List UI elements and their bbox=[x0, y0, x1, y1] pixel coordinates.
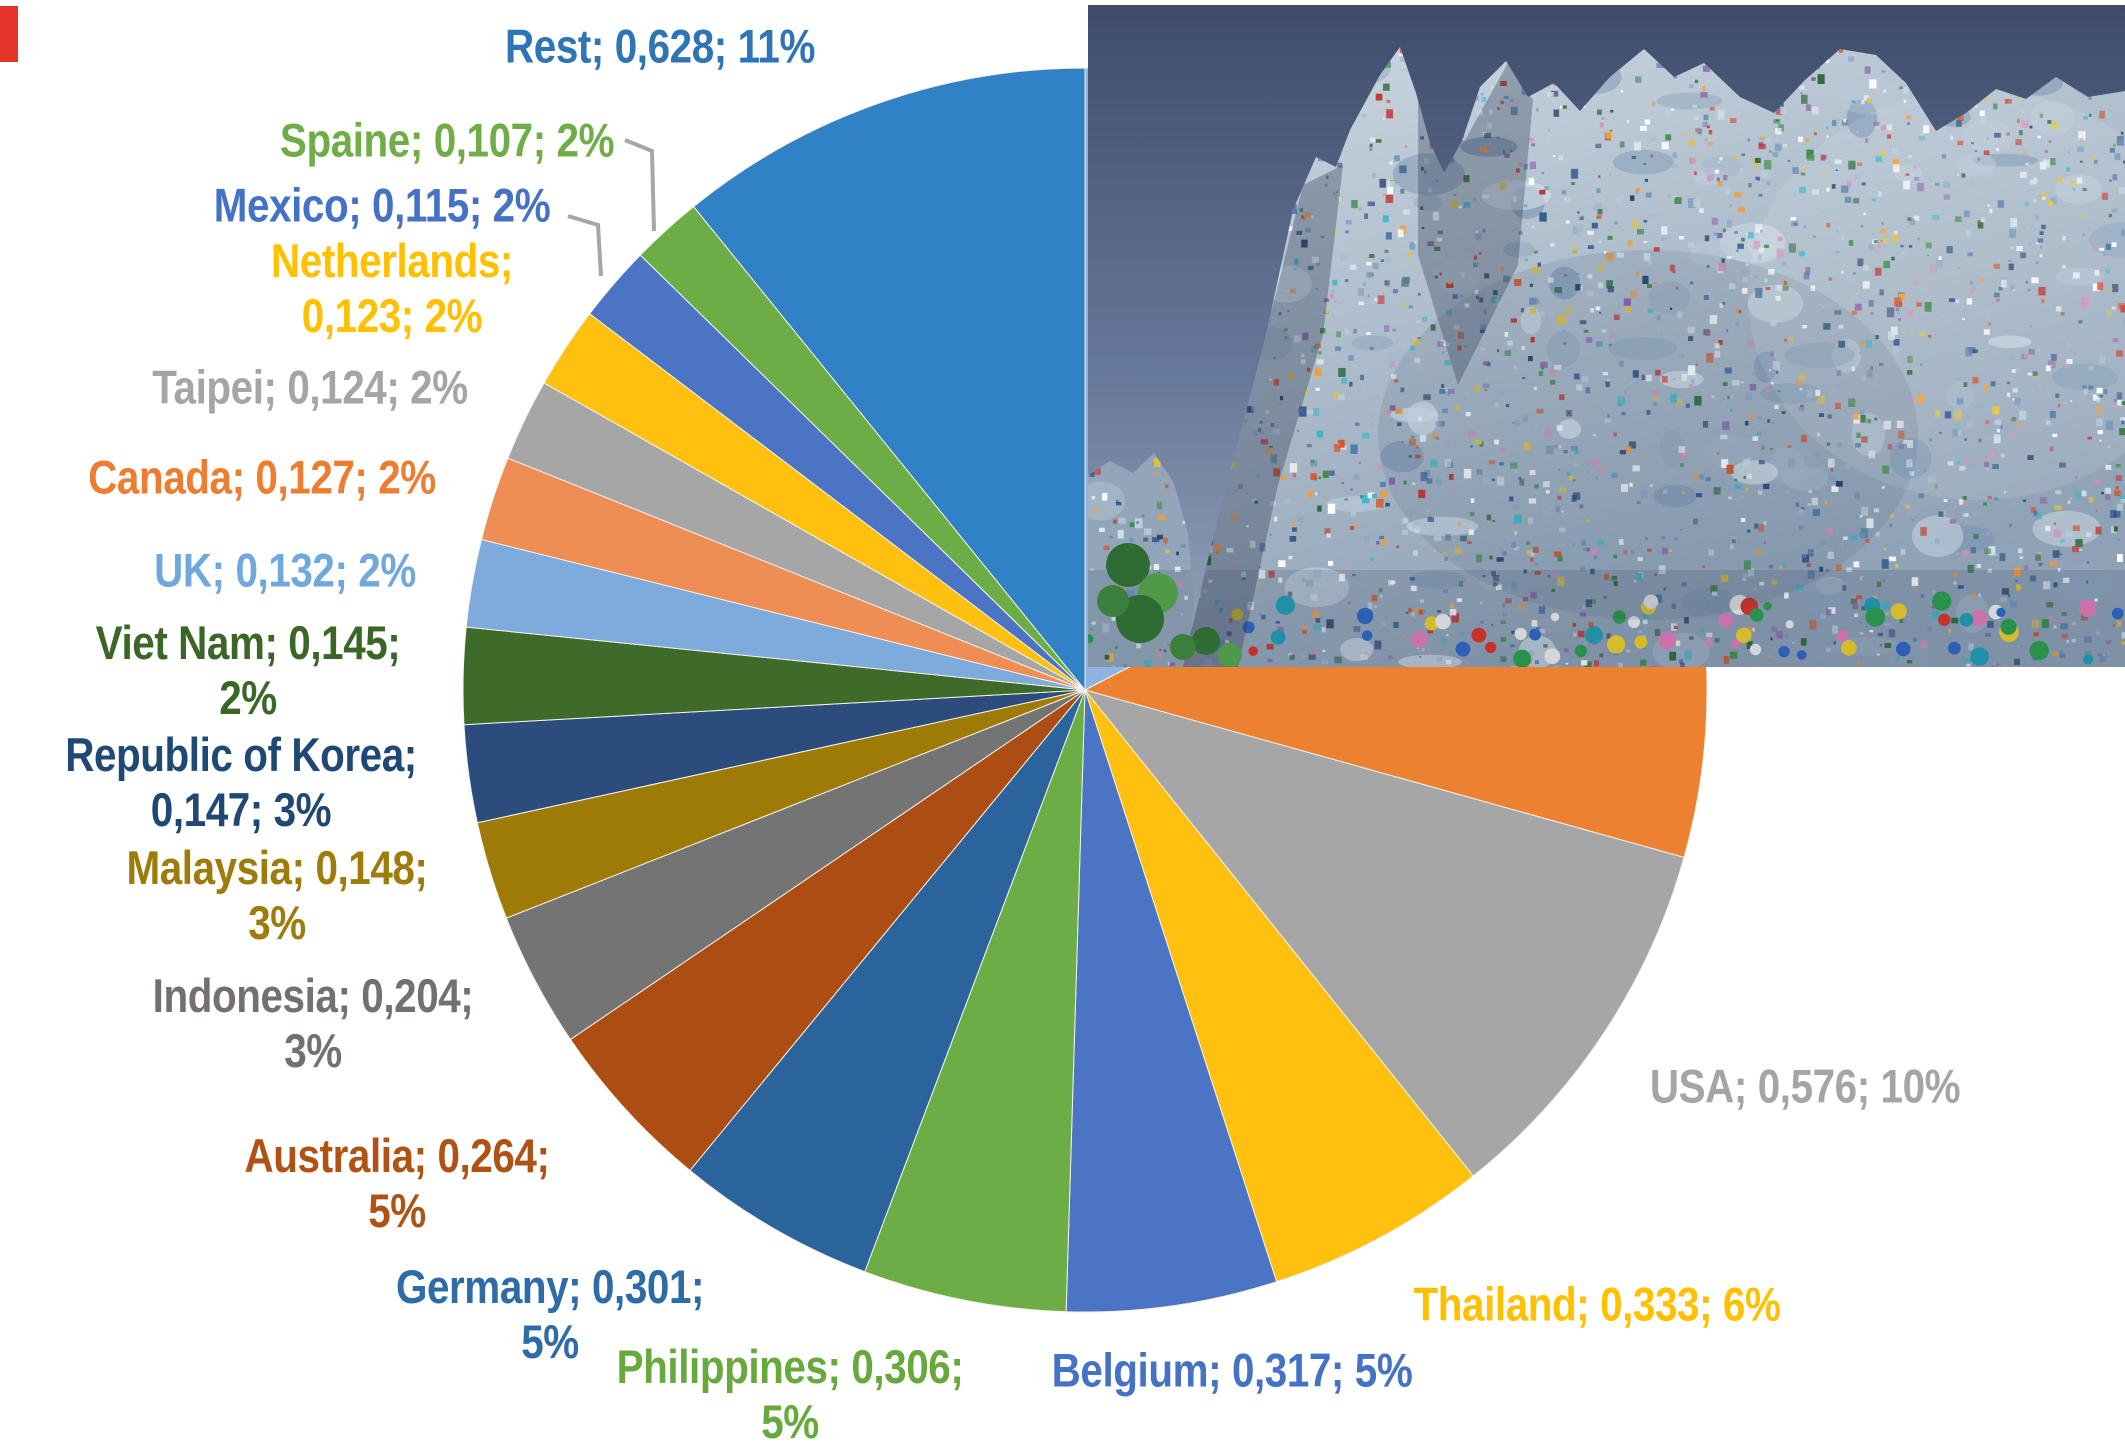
label-australia: Australia; 0,264;5% bbox=[245, 1128, 550, 1238]
label-korea: Republic of Korea;0,147; 3% bbox=[65, 727, 417, 837]
label-taipei: Taipei; 0,124; 2% bbox=[152, 360, 467, 415]
label-vietnam-line: Viet Nam; 0,145; bbox=[96, 615, 401, 670]
label-vietnam: Viet Nam; 0,145;2% bbox=[96, 615, 401, 725]
leader-line-mexico bbox=[568, 216, 601, 276]
label-rest-line: Rest; 0,628; 11% bbox=[505, 19, 815, 74]
label-germany-line: Germany; 0,301; bbox=[396, 1259, 704, 1314]
label-thailand: Thailand; 0,333; 6% bbox=[1414, 1277, 1781, 1332]
label-rest: Rest; 0,628; 11% bbox=[505, 19, 815, 74]
label-netherlands-line: 0,123; 2% bbox=[271, 288, 513, 343]
label-indonesia: Indonesia; 0,204;3% bbox=[153, 968, 474, 1078]
label-korea-line: 0,147; 3% bbox=[65, 782, 417, 837]
label-canada: Canada; 0,127; 2% bbox=[88, 450, 436, 505]
label-philippines: Philippines; 0,306;5% bbox=[617, 1339, 964, 1449]
label-usa-line: USA; 0,576; 10% bbox=[1650, 1059, 1960, 1114]
plastic-waste-photo bbox=[1088, 5, 2125, 667]
corner-red-mark bbox=[0, 6, 18, 62]
label-belgium: Belgium; 0,317; 5% bbox=[1052, 1343, 1413, 1398]
label-spaine: Spaine; 0,107; 2% bbox=[280, 113, 614, 168]
label-netherlands: Netherlands;0,123; 2% bbox=[271, 233, 513, 343]
label-netherlands-line: Netherlands; bbox=[271, 233, 513, 288]
label-korea-line: Republic of Korea; bbox=[65, 727, 417, 782]
leader-line-spaine bbox=[625, 140, 654, 231]
label-philippines-line: 5% bbox=[617, 1394, 964, 1449]
label-uk-line: UK; 0,132; 2% bbox=[154, 543, 416, 598]
label-vietnam-line: 2% bbox=[96, 670, 401, 725]
label-australia-line: Australia; 0,264; bbox=[245, 1128, 550, 1183]
label-mexico: Mexico; 0,115; 2% bbox=[214, 178, 550, 233]
label-malaysia: Malaysia; 0,148;3% bbox=[127, 840, 428, 950]
label-belgium-line: Belgium; 0,317; 5% bbox=[1052, 1343, 1413, 1398]
label-mexico-line: Mexico; 0,115; 2% bbox=[214, 178, 550, 233]
label-indonesia-line: Indonesia; 0,204; bbox=[153, 968, 474, 1023]
label-spaine-line: Spaine; 0,107; 2% bbox=[280, 113, 614, 168]
label-uk: UK; 0,132; 2% bbox=[154, 543, 416, 598]
label-malaysia-line: Malaysia; 0,148; bbox=[127, 840, 428, 895]
label-taipei-line: Taipei; 0,124; 2% bbox=[152, 360, 467, 415]
label-thailand-line: Thailand; 0,333; 6% bbox=[1414, 1277, 1781, 1332]
label-malaysia-line: 3% bbox=[127, 895, 428, 950]
label-usa: USA; 0,576; 10% bbox=[1650, 1059, 1960, 1114]
label-canada-line: Canada; 0,127; 2% bbox=[88, 450, 436, 505]
label-indonesia-line: 3% bbox=[153, 1023, 474, 1078]
label-australia-line: 5% bbox=[245, 1183, 550, 1238]
label-philippines-line: Philippines; 0,306; bbox=[617, 1339, 964, 1394]
